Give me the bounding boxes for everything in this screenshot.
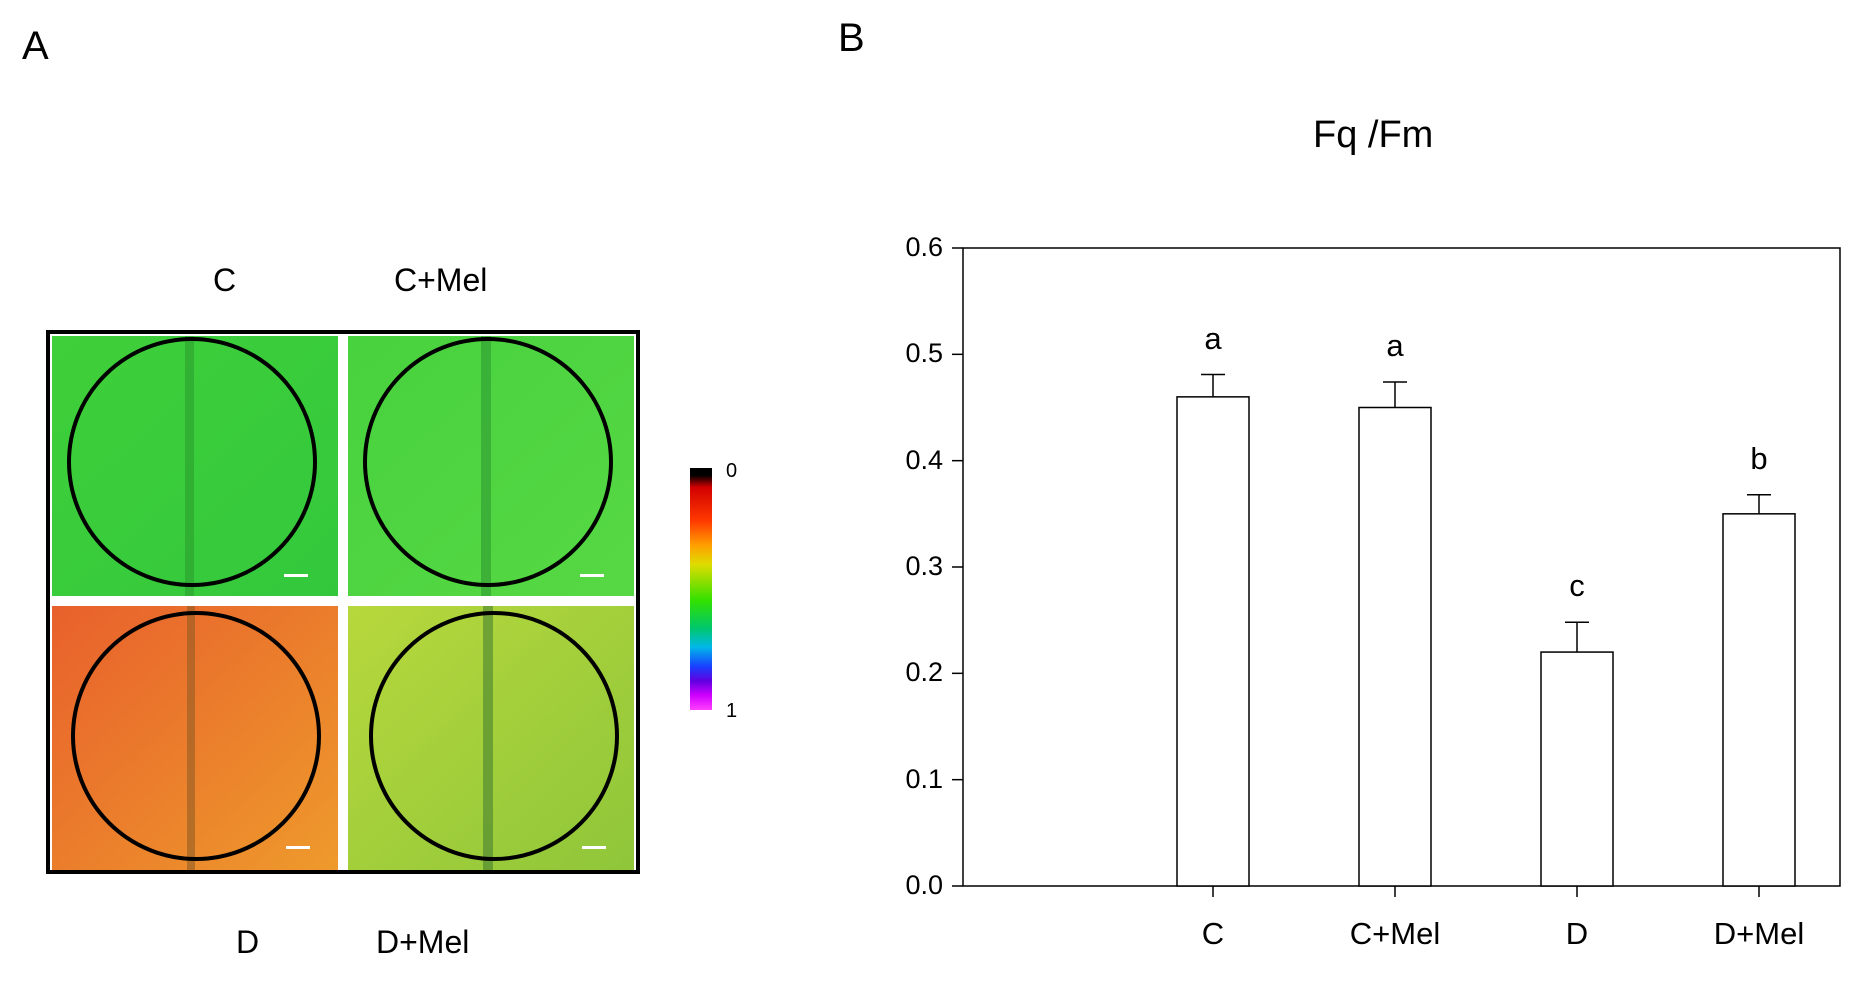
x-tick-label: D: [1565, 916, 1589, 951]
row-label-d-mel: D+Mel: [376, 924, 470, 960]
bar-d: [1540, 651, 1614, 887]
roi-circle: [67, 337, 317, 587]
y-tick-label: 0.3: [905, 551, 943, 581]
roi-circle: [369, 611, 619, 861]
color-scale-max-label: 1: [726, 700, 738, 722]
roi-circle: [71, 611, 321, 861]
panel-a-letter: A: [22, 24, 49, 68]
row-label-d: D: [236, 924, 260, 960]
leaf-image-c: [52, 336, 338, 596]
y-tick-label: 0.5: [905, 338, 943, 369]
scale-bar: [284, 574, 308, 577]
bar-d-mel: [1722, 513, 1796, 887]
leaf-image-d-mel: [348, 606, 634, 870]
y-tick-label: 0.2: [905, 657, 943, 688]
column-label-c: C: [213, 262, 237, 298]
leaf-image-d: [52, 606, 338, 870]
fluorescence-image-grid: [46, 330, 640, 874]
scale-bar: [580, 574, 604, 577]
column-label-c-mel: C+Mel: [394, 262, 488, 298]
significance-letter: b: [1750, 440, 1768, 476]
roi-circle: [363, 337, 613, 587]
significance-letter: c: [1569, 568, 1585, 604]
x-tick-label: D+Mel: [1713, 916, 1805, 951]
bar-c-mel: [1358, 406, 1432, 887]
x-tick-label: C+Mel: [1349, 916, 1441, 951]
chart-title: Fq /Fm: [1313, 114, 1434, 156]
scale-bar: [286, 846, 310, 849]
bar-c: [1176, 396, 1250, 887]
scale-bar: [582, 846, 606, 849]
panel-b-letter: B: [838, 16, 865, 60]
y-tick-label: 0.4: [905, 444, 943, 475]
significance-letter: a: [1204, 320, 1222, 356]
y-tick-label: 0.1: [905, 763, 943, 794]
y-tick-label: 0.0: [905, 870, 943, 900]
color-scale-bar: [690, 468, 712, 710]
color-scale-min-label: 0: [726, 460, 738, 482]
leaf-image-c-mel: [348, 336, 634, 596]
significance-letter: a: [1386, 327, 1404, 363]
y-tick-label: 0.6: [905, 232, 943, 262]
x-tick-label: C: [1201, 916, 1225, 951]
